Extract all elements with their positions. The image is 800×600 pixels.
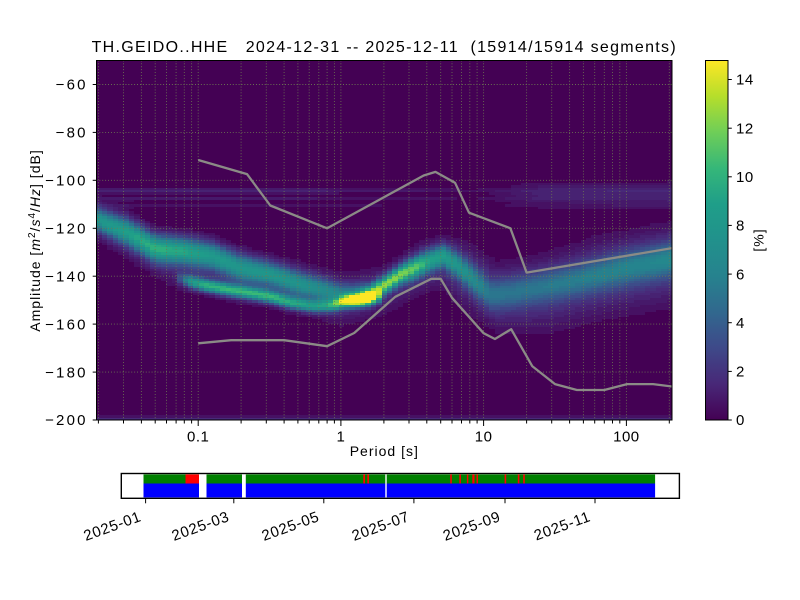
svg-text:−60: −60: [56, 77, 88, 94]
svg-text:Amplitude [m2/s4/Hz] [dB]: Amplitude [m2/s4/Hz] [dB]: [27, 149, 43, 331]
svg-text:Period [s]: Period [s]: [350, 443, 419, 459]
svg-text:12: 12: [736, 120, 754, 137]
svg-text:−200: −200: [45, 412, 88, 429]
svg-text:−80: −80: [56, 125, 88, 142]
svg-text:−100: −100: [45, 173, 88, 190]
svg-text:2: 2: [736, 364, 745, 381]
svg-text:8: 8: [736, 218, 745, 235]
svg-text:0: 0: [736, 412, 745, 429]
svg-text:−120: −120: [45, 221, 88, 238]
svg-text:−140: −140: [45, 268, 88, 285]
svg-text:0.1: 0.1: [187, 429, 209, 446]
svg-text:[%]: [%]: [751, 228, 767, 251]
svg-text:1: 1: [336, 429, 345, 446]
svg-text:100: 100: [613, 429, 640, 446]
svg-text:−160: −160: [45, 316, 88, 333]
svg-text:10: 10: [475, 429, 493, 446]
svg-text:10: 10: [736, 169, 754, 186]
svg-text:14: 14: [736, 72, 754, 89]
svg-text:−180: −180: [45, 364, 88, 381]
svg-text:6: 6: [736, 266, 745, 283]
svg-text:TH.GEIDO..HHE 2024-12-31 --: TH.GEIDO..HHE 2024-12-31 -- 2025-12-11 (…: [92, 39, 677, 56]
svg-text:4: 4: [736, 315, 745, 332]
